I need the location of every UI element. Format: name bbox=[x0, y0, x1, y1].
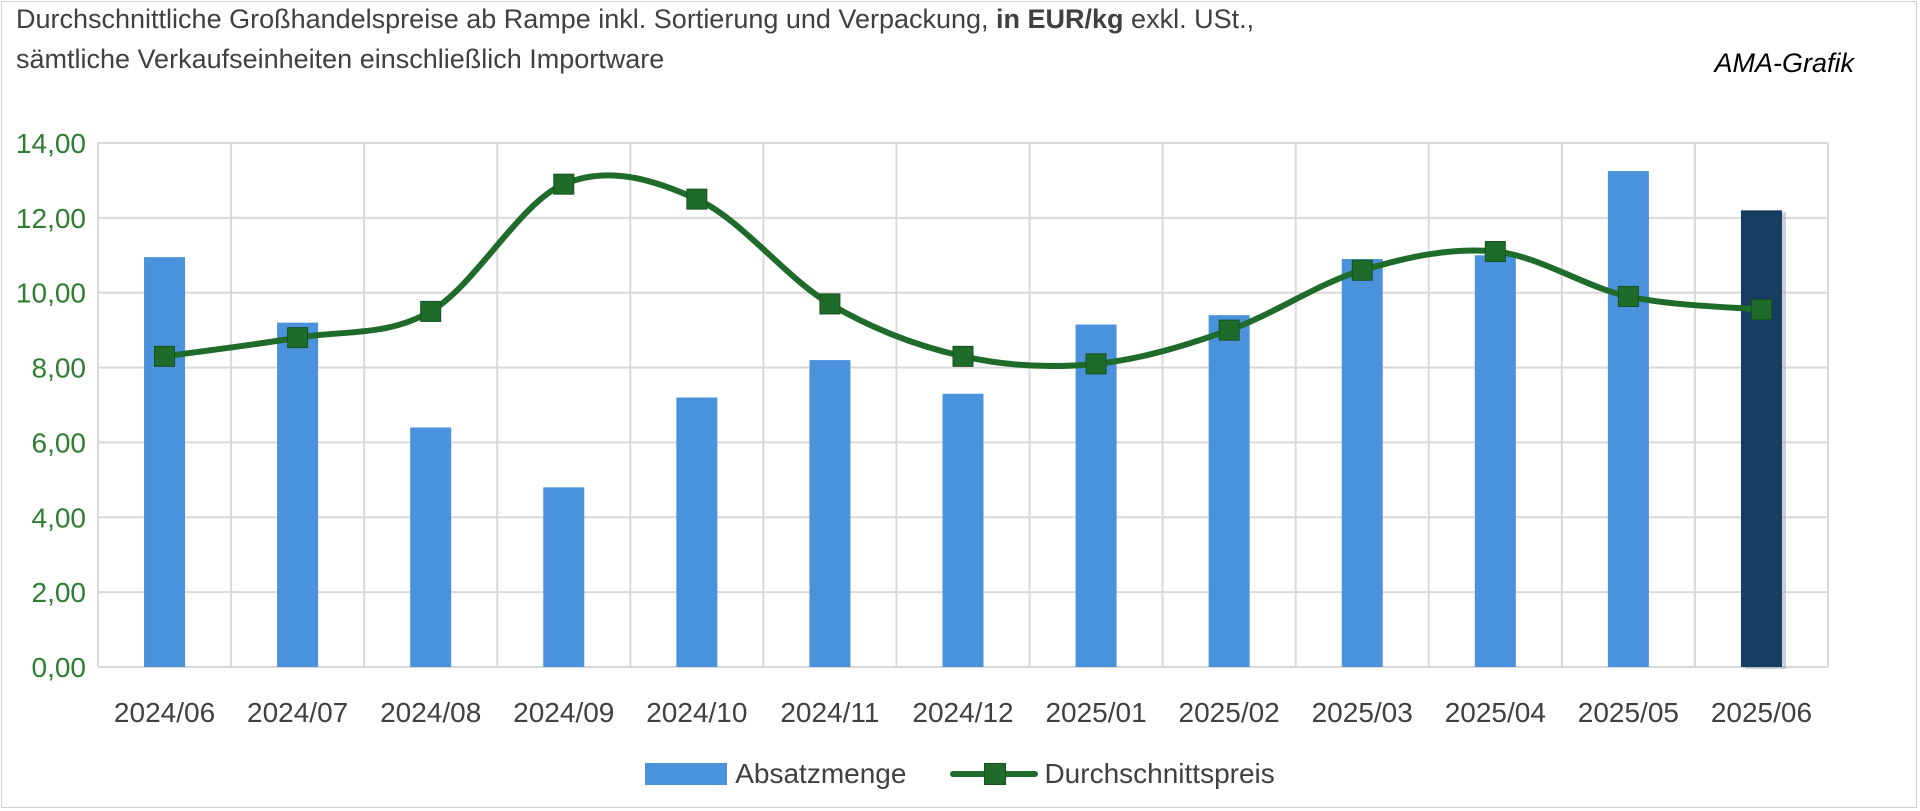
legend-item-absatzmenge: Absatzmenge bbox=[645, 758, 906, 790]
bar-2024-11 bbox=[809, 360, 851, 667]
bar-2025-04 bbox=[1474, 255, 1516, 668]
price-marker-2025-04 bbox=[1484, 241, 1506, 263]
y-tick-label: 14,00 bbox=[16, 128, 86, 159]
legend-swatch-bar bbox=[645, 763, 728, 785]
bar-2024-08 bbox=[410, 427, 452, 667]
bar-2025-01 bbox=[1075, 324, 1117, 667]
bar-2024-06 bbox=[144, 257, 186, 667]
price-line bbox=[161, 172, 1765, 370]
x-tick-label: 2024/06 bbox=[114, 697, 215, 728]
legend-label-absatzmenge: Absatzmenge bbox=[735, 758, 907, 789]
legend-swatch-line bbox=[950, 762, 1039, 786]
bar-2025-02 bbox=[1208, 315, 1250, 667]
x-tick-label: 2025/02 bbox=[1179, 697, 1280, 728]
x-tick-label: 2024/10 bbox=[646, 697, 747, 728]
legend-label-durchschnittspreis: Durchschnittspreis bbox=[1044, 758, 1275, 789]
line-layer bbox=[154, 172, 1772, 375]
chart-title-unit: in EUR/kg bbox=[996, 4, 1124, 34]
x-tick-label: 2025/01 bbox=[1045, 697, 1146, 728]
price-marker-2024-07 bbox=[287, 327, 309, 349]
tick-layer: 0,00 2,00 4,00 6,00 8,00 10,00 12,00 14,00 2024/… bbox=[16, 128, 1812, 728]
x-tick-label: 2024/12 bbox=[912, 697, 1013, 728]
y-tick-label: 12,00 bbox=[16, 203, 86, 234]
bar-2025-03 bbox=[1341, 259, 1383, 667]
price-marker-2025-05 bbox=[1617, 285, 1639, 307]
y-tick-label: 4,00 bbox=[32, 502, 87, 533]
bar-2024-09 bbox=[543, 487, 585, 667]
x-tick-label: 2024/07 bbox=[247, 697, 348, 728]
chart-title-line-1: Durchschnittliche Großhandelspreise ab R… bbox=[16, 4, 1254, 35]
y-tick-label: 8,00 bbox=[32, 353, 87, 384]
y-tick-label: 10,00 bbox=[16, 278, 86, 309]
x-tick-label: 2025/06 bbox=[1711, 697, 1812, 728]
price-marker-2025-06 bbox=[1750, 299, 1772, 321]
price-marker-2024-11 bbox=[819, 293, 841, 315]
price-marker-2024-08 bbox=[420, 300, 442, 322]
chart-title-suffix: exkl. USt., bbox=[1123, 4, 1255, 34]
y-tick-label: 6,00 bbox=[32, 427, 87, 458]
bar-2025-06 bbox=[1740, 210, 1782, 667]
x-tick-label: 2024/08 bbox=[380, 697, 481, 728]
legend: Absatzmenge Durchschnittspreis bbox=[0, 758, 1920, 790]
x-tick-label: 2025/03 bbox=[1312, 697, 1413, 728]
legend-item-durchschnittspreis: Durchschnittspreis bbox=[950, 758, 1275, 790]
y-tick-label: 0,00 bbox=[32, 652, 87, 683]
grid-layer bbox=[97, 142, 1829, 668]
x-tick-label: 2025/04 bbox=[1445, 697, 1546, 728]
price-marker-2024-10 bbox=[686, 188, 708, 210]
price-marker-2025-03 bbox=[1351, 259, 1373, 281]
bar-layer bbox=[144, 171, 1786, 669]
bar-2024-10 bbox=[676, 397, 718, 667]
bar-2024-07 bbox=[277, 322, 319, 667]
price-marker-2025-02 bbox=[1218, 319, 1240, 341]
chart-title-prefix: Durchschnittliche Großhandelspreise ab R… bbox=[16, 4, 997, 34]
price-marker-2024-09 bbox=[553, 173, 575, 195]
bar-2024-12 bbox=[942, 393, 984, 667]
x-tick-label: 2024/09 bbox=[513, 697, 614, 728]
price-marker-2024-06 bbox=[154, 345, 176, 367]
bar-2025-05 bbox=[1607, 171, 1649, 668]
ama-credit: AMA-Grafik bbox=[1714, 48, 1854, 78]
chart-title-line-2: sämtliche Verkaufseinheiten einschließli… bbox=[16, 44, 665, 74]
price-marker-2025-01 bbox=[1085, 353, 1107, 375]
y-tick-label: 2,00 bbox=[32, 577, 87, 608]
x-tick-label: 2024/11 bbox=[780, 697, 879, 728]
price-marker-2024-12 bbox=[952, 345, 974, 367]
x-tick-label: 2025/05 bbox=[1578, 697, 1679, 728]
